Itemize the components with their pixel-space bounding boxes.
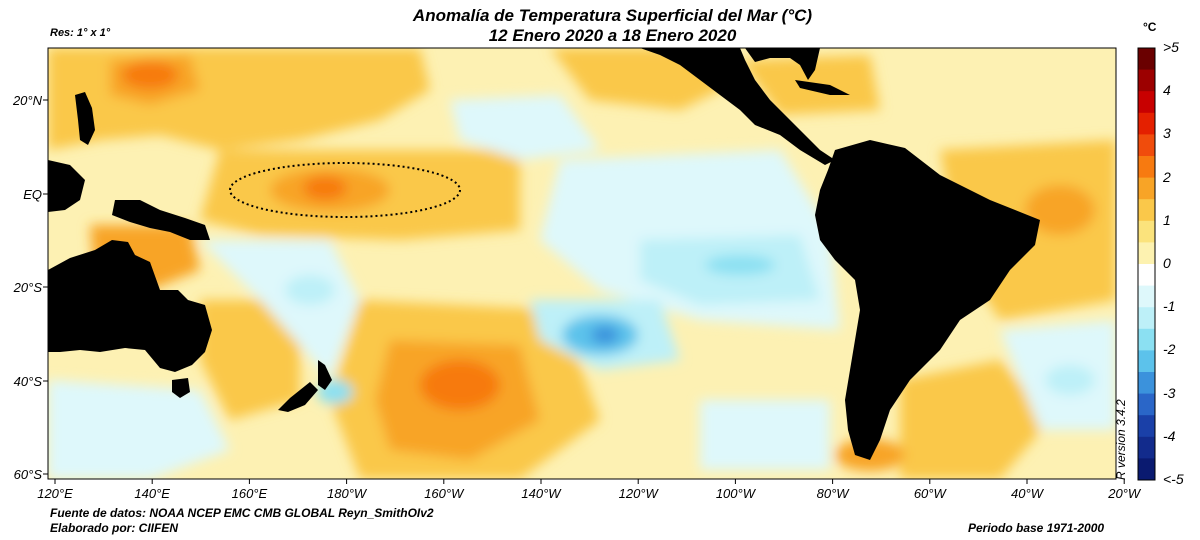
lon-label: 140°W <box>521 486 562 501</box>
colorbar-label: >5 <box>1163 39 1179 55</box>
lon-label: 160°W <box>424 486 465 501</box>
warm-core-brazil <box>1025 185 1095 235</box>
colorbar-label: -3 <box>1163 384 1176 401</box>
lat-label: 20°N <box>12 93 43 108</box>
r-version-label: R version 3.4.2 <box>1114 399 1128 480</box>
colorbar-swatch <box>1138 242 1155 265</box>
map-area <box>48 48 1116 479</box>
colorbar-swatch <box>1138 350 1155 373</box>
colorbar-swatch <box>1138 285 1155 308</box>
lon-label: 40°W <box>1011 486 1045 501</box>
colorbar-swatch <box>1138 91 1155 114</box>
colorbar-label: -1 <box>1163 298 1176 315</box>
cool-region-ne-pacific <box>450 95 600 160</box>
australia <box>48 240 212 372</box>
colorbar-frame <box>1137 47 1156 481</box>
colorbar-swatch <box>1138 69 1155 92</box>
colorbar-swatch <box>1138 458 1155 481</box>
map-title: Anomalía de Temperatura Superficial del … <box>412 6 813 25</box>
colorbar-label: 1 <box>1163 211 1171 228</box>
new-zealand-south <box>278 382 318 412</box>
cool-region-west-pacific <box>200 240 360 380</box>
lat-label: EQ <box>23 187 42 202</box>
cool-spot-s-atlantic <box>1045 365 1095 395</box>
philippines <box>75 92 95 145</box>
lon-label: 120°W <box>619 486 660 501</box>
warm-hot-spot-equatorial <box>303 176 347 200</box>
colorbar-unit: °C <box>1143 20 1157 34</box>
new-zealand-north <box>318 360 332 390</box>
colorbar-swatch <box>1138 156 1155 179</box>
map-date-range: 12 Enero 2020 a 18 Enero 2020 <box>488 26 737 45</box>
lat-label: 60°S <box>14 467 43 482</box>
colorbar-swatch <box>1138 393 1155 416</box>
warm-hot-south-pacific <box>420 360 500 410</box>
warm-region-s-atlantic <box>900 360 1050 479</box>
cool-spot-west-pacific <box>285 275 335 305</box>
cuba <box>795 80 850 95</box>
highlight-region-ellipse <box>229 162 461 218</box>
cool-spot-east-pacific <box>705 255 775 275</box>
map-frame <box>47 47 1117 480</box>
colorbar-swatch <box>1138 328 1155 351</box>
colorbar-swatch <box>1138 48 1155 71</box>
north-central-america <box>640 48 835 165</box>
new-guinea <box>112 200 210 240</box>
south-america <box>815 140 1040 460</box>
lon-label: 60°W <box>914 486 948 501</box>
lon-label: 180°W <box>327 486 368 501</box>
florida-gulf <box>745 48 820 80</box>
cool-region-sw-pacific <box>48 380 230 479</box>
warm-spot-nw <box>122 61 178 89</box>
cool-region-se-pacific <box>700 400 830 470</box>
colorbar-label: 3 <box>1163 125 1171 142</box>
lat-label: 40°S <box>14 374 43 389</box>
data-source-label: Fuente de datos: NOAA NCEP EMC CMB GLOBA… <box>50 506 434 520</box>
colorbar-swatch <box>1138 134 1155 157</box>
colorbar-label: -4 <box>1163 427 1176 444</box>
lat-label: 20°S <box>13 280 43 295</box>
cool-hot-south-central <box>591 326 619 344</box>
colorbar-label: <-5 <box>1163 471 1184 487</box>
warm-region-tasman <box>200 300 300 420</box>
colorbar-swatch <box>1138 199 1155 222</box>
lon-label: 20°W <box>1107 486 1142 501</box>
colorbar-label: 0 <box>1163 255 1171 271</box>
author-label: Elaborado por: CIIFEN <box>50 521 179 535</box>
colorbar-label: 4 <box>1163 82 1171 99</box>
tasmania <box>172 378 190 398</box>
colorbar-swatch <box>1138 112 1155 135</box>
land-masses <box>48 48 1040 460</box>
lon-label: 140°E <box>134 486 170 501</box>
colorbar-swatch <box>1138 264 1155 287</box>
colorbar-swatch <box>1138 372 1155 395</box>
axes: 20°N EQ 20°S 40°S 60°S 120°E 140°E 160°E 180°W 16… <box>12 93 1142 501</box>
colorbar-swatch <box>1138 177 1155 200</box>
lon-label: 160°E <box>232 486 268 501</box>
borneo-indonesia <box>48 160 85 212</box>
lon-label: 120°E <box>37 486 73 501</box>
colorbar-swatch <box>1138 307 1155 330</box>
lon-label: 100°W <box>716 486 757 501</box>
colorbar-label: 2 <box>1163 168 1171 185</box>
colorbar-swatch <box>1138 220 1155 243</box>
colorbar-swatch <box>1138 415 1155 438</box>
colorbar <box>1137 47 1156 481</box>
resolution-label: Res: 1° x 1° <box>50 27 111 39</box>
lon-label: 80°W <box>817 486 851 501</box>
colorbar-label: -2 <box>1163 341 1176 358</box>
base-period-label: Periodo base 1971-2000 <box>968 521 1105 535</box>
colorbar-swatch <box>1138 436 1155 459</box>
